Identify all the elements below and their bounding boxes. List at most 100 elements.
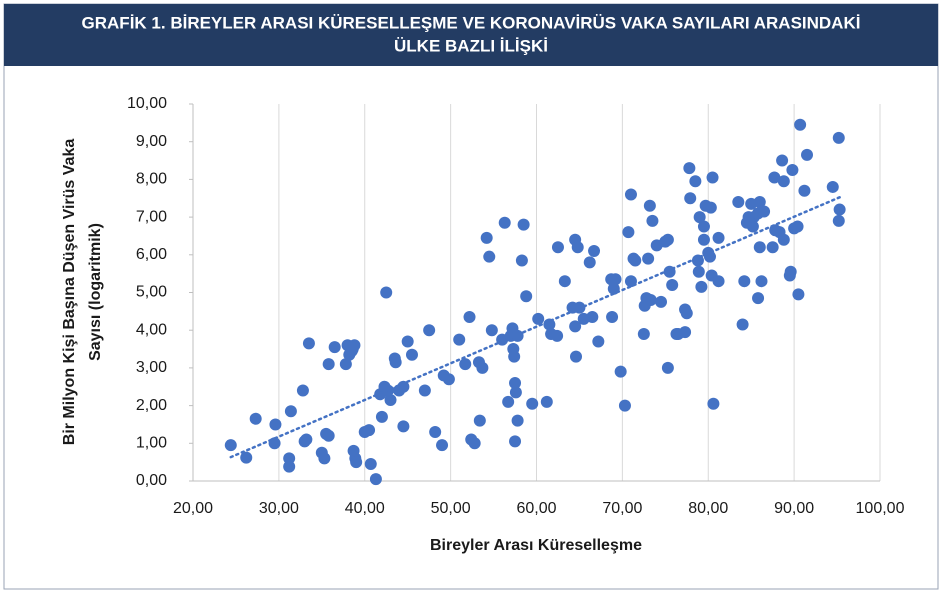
point (515, 254, 528, 267)
point (697, 220, 710, 233)
point (296, 384, 309, 397)
point (508, 350, 521, 363)
point (384, 393, 397, 406)
point (429, 425, 442, 438)
point (322, 429, 335, 442)
x-tick-label: 50,00 (431, 500, 471, 517)
point (624, 188, 637, 201)
point (609, 273, 622, 286)
y-tick-label: 3,00 (136, 359, 167, 376)
point (683, 162, 696, 175)
point (473, 414, 486, 427)
point (380, 286, 393, 299)
point (629, 254, 642, 267)
point (240, 451, 253, 464)
point (498, 216, 511, 229)
point (684, 192, 697, 205)
point (558, 275, 571, 288)
point (363, 424, 376, 437)
point (401, 335, 414, 348)
point (480, 231, 493, 244)
y-tick-label: 1,00 (136, 435, 167, 452)
point (468, 437, 481, 450)
point (606, 311, 619, 324)
point (791, 220, 804, 233)
point (689, 175, 702, 188)
point (369, 473, 382, 486)
point (755, 275, 768, 288)
point (459, 358, 472, 371)
point (592, 335, 605, 348)
point (614, 365, 627, 378)
point (661, 361, 674, 374)
y-axis-label: Bir Milyon Kişi Başına Düşen Virüs Vaka (61, 139, 78, 446)
point (776, 154, 789, 167)
point (570, 350, 583, 363)
point (375, 410, 388, 423)
point (643, 199, 656, 212)
point (442, 373, 455, 386)
point (551, 241, 564, 254)
y-tick-label: 10,00 (127, 95, 167, 112)
point (318, 452, 331, 465)
point (283, 460, 296, 473)
point (637, 327, 650, 340)
point (397, 380, 410, 393)
point (712, 275, 725, 288)
point (249, 412, 262, 425)
point (826, 180, 839, 193)
point (746, 220, 759, 233)
point (397, 420, 410, 433)
point (794, 118, 807, 131)
point (588, 245, 601, 258)
point (328, 341, 341, 354)
point (350, 456, 363, 469)
point (476, 361, 489, 374)
point (389, 356, 402, 369)
point (768, 171, 781, 184)
point (661, 233, 674, 246)
point (753, 241, 766, 254)
point (339, 358, 352, 371)
point (832, 131, 845, 144)
chart-title: GRAFİK 1. BİREYLER ARASI KÜRESELLEŞME VE… (82, 13, 861, 32)
point (483, 250, 496, 263)
point (509, 386, 522, 399)
point (540, 395, 553, 408)
point (695, 280, 708, 293)
point (655, 295, 668, 308)
point (704, 201, 717, 214)
point (798, 184, 811, 197)
point (224, 439, 237, 452)
point (418, 384, 431, 397)
point (502, 395, 515, 408)
y-tick-label: 9,00 (136, 133, 167, 150)
x-tick-label: 70,00 (602, 500, 642, 517)
point (758, 205, 771, 218)
point (453, 333, 466, 346)
x-tick-label: 20,00 (173, 500, 213, 517)
x-tick-label: 40,00 (345, 500, 385, 517)
point (284, 405, 297, 418)
point (666, 278, 679, 291)
point (752, 292, 765, 305)
point (766, 241, 779, 254)
point (583, 256, 596, 269)
y-tick-label: 7,00 (136, 208, 167, 225)
x-tick-label: 90,00 (774, 500, 814, 517)
header (4, 4, 938, 66)
point (777, 233, 790, 246)
point (646, 214, 659, 227)
point (622, 226, 635, 239)
x-tick-label: 30,00 (259, 500, 299, 517)
point (300, 433, 313, 446)
point (364, 458, 377, 471)
point (706, 171, 719, 184)
point (283, 452, 296, 465)
point (644, 294, 657, 307)
point (423, 324, 436, 337)
point (269, 418, 282, 431)
point (753, 196, 766, 209)
